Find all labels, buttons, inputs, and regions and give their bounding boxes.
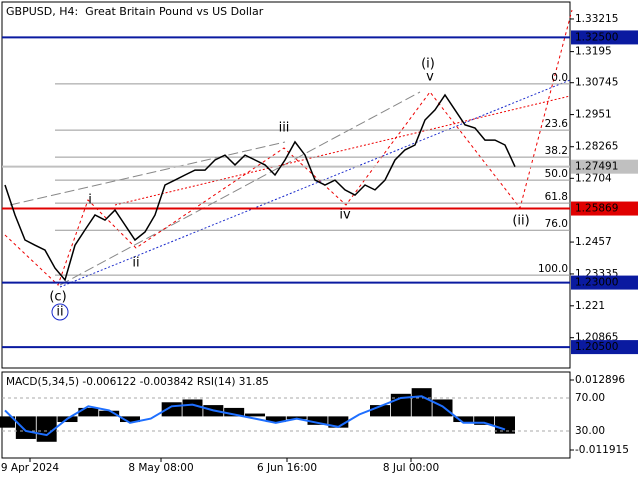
wave-label: v bbox=[426, 70, 434, 85]
chart-title: GBPUSD, H4: Great Britain Pound vs US Do… bbox=[6, 5, 264, 18]
wave-label: ii bbox=[56, 305, 63, 320]
macd-bar bbox=[495, 416, 515, 434]
macd-bar bbox=[474, 416, 495, 425]
wave-label: iii bbox=[279, 121, 290, 136]
wave-path bbox=[4, 9, 573, 286]
trend bbox=[114, 95, 571, 206]
wave-label: iv bbox=[339, 208, 351, 223]
fib-label: 100.0 bbox=[538, 263, 568, 275]
price-line bbox=[4, 93, 516, 282]
channel bbox=[59, 91, 421, 286]
y-tick-label: 1.221 bbox=[575, 300, 605, 312]
macd-tick-label: 0.012896 bbox=[575, 374, 625, 386]
macd-tick-label: -0.011915 bbox=[575, 444, 629, 456]
wave-label: i bbox=[88, 193, 92, 208]
x-tick-label: 8 Jul 00:00 bbox=[383, 462, 439, 474]
level-tag bbox=[571, 201, 638, 216]
rsi-tick-label: 30.00 bbox=[575, 425, 605, 437]
fib-label: 61.8 bbox=[545, 191, 568, 203]
wave-label: ii bbox=[132, 256, 139, 271]
macd-bar bbox=[120, 416, 140, 423]
level-label: 1.32500 bbox=[575, 31, 618, 43]
macd-bar bbox=[15, 416, 36, 439]
circle bbox=[51, 303, 69, 321]
x-tick-label: 9 Apr 2024 bbox=[1, 462, 60, 474]
rsi-line bbox=[4, 395, 506, 437]
fib-label: 0.0 bbox=[551, 72, 568, 84]
x-tick-label: 8 May 08:00 bbox=[128, 462, 193, 474]
y-tick-label: 1.2704 bbox=[575, 172, 612, 184]
x-tick-label: 6 Jun 16:00 bbox=[257, 462, 317, 474]
level-tag bbox=[571, 340, 638, 355]
fib-label: 38.2 bbox=[545, 145, 568, 157]
indicator-title: MACD(5,34,5) -0.006122 -0.003842 RSI(14)… bbox=[6, 376, 269, 388]
level-label: 1.27491 bbox=[575, 161, 618, 173]
channel bbox=[9, 141, 286, 206]
y-tick-label: 1.3195 bbox=[575, 46, 612, 58]
macd-bar bbox=[224, 407, 245, 417]
macd-bar bbox=[36, 416, 57, 442]
level-tag bbox=[571, 30, 638, 45]
level-label: 1.20500 bbox=[575, 341, 618, 353]
macd-bar bbox=[182, 399, 203, 417]
level-label: 1.23000 bbox=[575, 277, 618, 289]
level-tag bbox=[571, 275, 638, 290]
y-tick-label: 1.30745 bbox=[575, 77, 618, 89]
fib-label: 23.6 bbox=[545, 118, 569, 130]
macd-bar bbox=[453, 416, 474, 423]
macd-bar bbox=[245, 413, 265, 417]
y-tick-label: 1.2951 bbox=[575, 109, 612, 121]
fib-label: 50.0 bbox=[545, 168, 568, 180]
macd-bar bbox=[265, 416, 286, 423]
macd-bar bbox=[370, 405, 390, 417]
wave-label: (i) bbox=[421, 57, 435, 72]
drawings bbox=[4, 9, 573, 321]
indicator-pane bbox=[1, 371, 571, 459]
rsi-tick-label: 70.00 bbox=[575, 392, 605, 404]
main-pane bbox=[1, 1, 571, 369]
wave-label: (ii) bbox=[512, 214, 529, 229]
level-label: 1.25869 bbox=[575, 203, 618, 215]
macd-bar bbox=[99, 410, 120, 417]
macd-bar bbox=[0, 416, 15, 428]
macd-bar bbox=[328, 416, 349, 428]
level-tag bbox=[571, 159, 638, 174]
y-tick-label: 1.2457 bbox=[575, 236, 612, 248]
y-tick-label: 1.33215 bbox=[575, 13, 618, 25]
macd-bar bbox=[411, 388, 432, 417]
fib-label: 76.0 bbox=[545, 218, 568, 230]
macd-bar bbox=[307, 416, 328, 425]
wave-label: (c) bbox=[49, 290, 66, 305]
y-tick-label: 1.28265 bbox=[575, 141, 618, 153]
macd-bar bbox=[78, 407, 99, 417]
